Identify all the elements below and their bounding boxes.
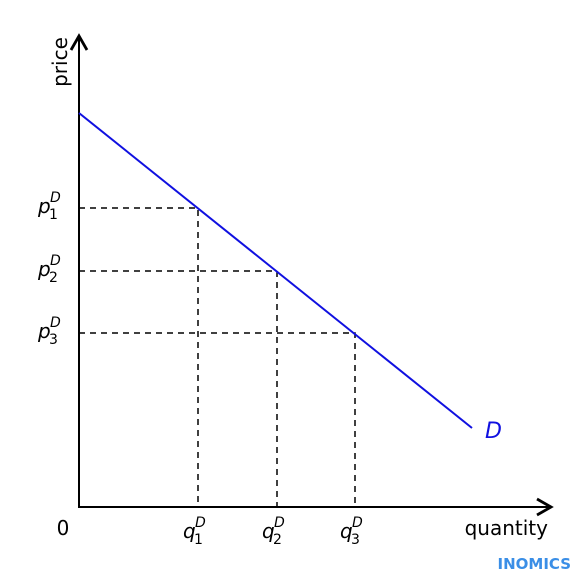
quantity-level-label: q3D bbox=[340, 515, 363, 548]
price-level-label: p3D bbox=[37, 315, 61, 348]
label-base: p bbox=[37, 319, 51, 343]
label-subscript: 3 bbox=[49, 332, 58, 348]
label-base: p bbox=[37, 257, 51, 281]
origin-label: 0 bbox=[57, 516, 70, 540]
brand: INOMICS bbox=[498, 555, 571, 573]
label-base: q bbox=[183, 519, 196, 543]
label-superscript: D bbox=[50, 190, 61, 206]
label-superscript: D bbox=[274, 515, 285, 531]
label-superscript: D bbox=[195, 515, 206, 531]
label-subscript: 2 bbox=[273, 532, 282, 548]
label-subscript: 1 bbox=[49, 207, 58, 223]
guide-lines bbox=[79, 207, 356, 507]
label-subscript: 1 bbox=[194, 532, 203, 548]
quantity-level-label: q2D bbox=[262, 515, 285, 548]
label-superscript: D bbox=[352, 515, 363, 531]
x-axis-label: quantity bbox=[465, 516, 549, 540]
label-base: p bbox=[37, 194, 51, 218]
price-level-label: p1D bbox=[37, 190, 61, 223]
price-level-label: p2D bbox=[37, 253, 61, 286]
y-axis-label: price bbox=[48, 37, 72, 87]
quantity-level-label: q1D bbox=[183, 515, 206, 548]
label-subscript: 3 bbox=[351, 532, 360, 548]
quantity-labels: q1D q2D q3D bbox=[183, 515, 363, 548]
label-base: q bbox=[340, 519, 353, 543]
label-superscript: D bbox=[50, 315, 61, 331]
curve-label: D bbox=[485, 419, 502, 444]
demand-curve bbox=[78, 112, 473, 429]
label-subscript: 2 bbox=[49, 270, 58, 286]
label-superscript: D bbox=[50, 253, 61, 269]
label-base: q bbox=[262, 519, 275, 543]
